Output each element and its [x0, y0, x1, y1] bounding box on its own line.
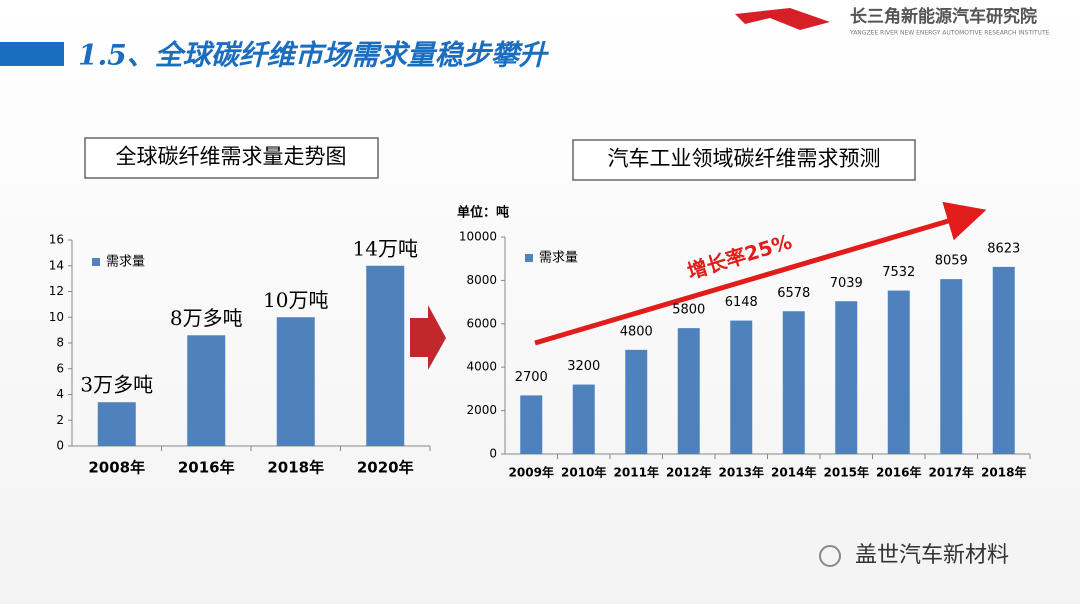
bar	[187, 335, 226, 446]
data-label: 8623	[987, 241, 1020, 256]
y-tick-label: 10	[49, 310, 64, 324]
y-tick-label: 4000	[466, 360, 497, 374]
data-label: 14万吨	[353, 236, 418, 260]
x-tick-label: 2017年	[929, 465, 974, 480]
logo-name: 长三角新能源汽车研究院	[850, 6, 1037, 27]
bar	[625, 349, 648, 454]
x-tick-label: 2011年	[614, 465, 659, 480]
x-tick-label: 2016年	[876, 465, 921, 480]
data-label: 10万吨	[263, 288, 328, 312]
watermark: 盖世汽车新材料	[855, 543, 1009, 568]
data-label: 7039	[830, 276, 863, 291]
legend-label: 需求量	[106, 255, 145, 270]
data-label: 6578	[777, 286, 810, 301]
y-tick-label: 8000	[466, 273, 497, 287]
x-tick-label: 2009年	[509, 465, 554, 480]
data-label: 3200	[567, 359, 600, 374]
chart-title: 汽车工业领域碳纤维需求预测	[608, 147, 881, 171]
title-bar	[0, 42, 64, 66]
data-label: 3万多吨	[80, 373, 153, 397]
bar	[366, 265, 405, 446]
y-tick-label: 2000	[466, 403, 497, 417]
y-tick-label: 0	[489, 447, 497, 461]
watermark-icon	[819, 545, 841, 567]
y-tick-label: 8	[56, 336, 64, 350]
unit-label: 单位：吨	[457, 205, 509, 221]
legend-swatch	[92, 258, 100, 266]
bar	[97, 402, 136, 446]
trend-arrow	[534, 201, 987, 346]
x-tick-label: 2016年	[178, 459, 235, 477]
y-tick-label: 16	[49, 233, 64, 247]
data-label: 7532	[882, 265, 915, 280]
y-tick-label: 10000	[459, 230, 497, 244]
x-tick-label: 2018年	[267, 459, 324, 477]
chart-title: 全球碳纤维需求量走势图	[116, 145, 347, 169]
x-tick-label: 2012年	[666, 465, 711, 480]
x-tick-label: 2020年	[357, 459, 414, 477]
logo-subtitle: YANGZEE RIVER NEW ENERGY AUTOMOTIVE RESE…	[849, 30, 1050, 37]
transition-arrow	[410, 305, 446, 370]
legend-label: 需求量	[539, 251, 578, 266]
chart-title-box	[84, 137, 379, 179]
data-label: 8059	[935, 254, 968, 269]
x-tick-label: 2014年	[771, 465, 816, 480]
bar	[730, 320, 753, 454]
bar	[940, 279, 963, 454]
logo-mark	[735, 8, 830, 30]
bar	[782, 311, 805, 454]
y-tick-label: 2	[56, 413, 64, 427]
data-label: 2700	[515, 370, 548, 385]
x-tick-label: 2015年	[824, 465, 869, 480]
y-tick-label: 6	[56, 361, 64, 375]
chart-title-box	[572, 139, 916, 181]
bar	[835, 301, 858, 454]
x-tick-label: 2008年	[88, 459, 145, 477]
bar	[887, 290, 910, 454]
y-tick-label: 0	[56, 439, 64, 453]
bar	[276, 317, 315, 446]
bar	[520, 395, 543, 454]
x-tick-label: 2018年	[981, 465, 1026, 480]
x-tick-label: 2013年	[719, 465, 764, 480]
y-tick-label: 4	[56, 387, 64, 401]
y-tick-label: 6000	[466, 316, 497, 330]
data-label: 6148	[725, 295, 758, 310]
data-label: 5800	[672, 303, 705, 318]
bar	[572, 384, 595, 454]
y-tick-label: 14	[49, 258, 64, 272]
data-label: 8万多吨	[170, 306, 243, 330]
bar	[992, 266, 1015, 454]
slide-title: 1.5、全球碳纤维市场需求量稳步攀升	[78, 39, 550, 72]
plots: 0 2 4 6 8 10 12 14 16 需求量 3万多吨 8万多吨 10万吨 14万吨 2008年 201…	[49, 230, 1031, 480]
y-tick-label: 12	[49, 284, 64, 298]
legend-swatch	[525, 254, 533, 262]
bar	[677, 328, 700, 454]
x-tick-label: 2010年	[561, 465, 606, 480]
data-label: 4800	[620, 324, 653, 339]
